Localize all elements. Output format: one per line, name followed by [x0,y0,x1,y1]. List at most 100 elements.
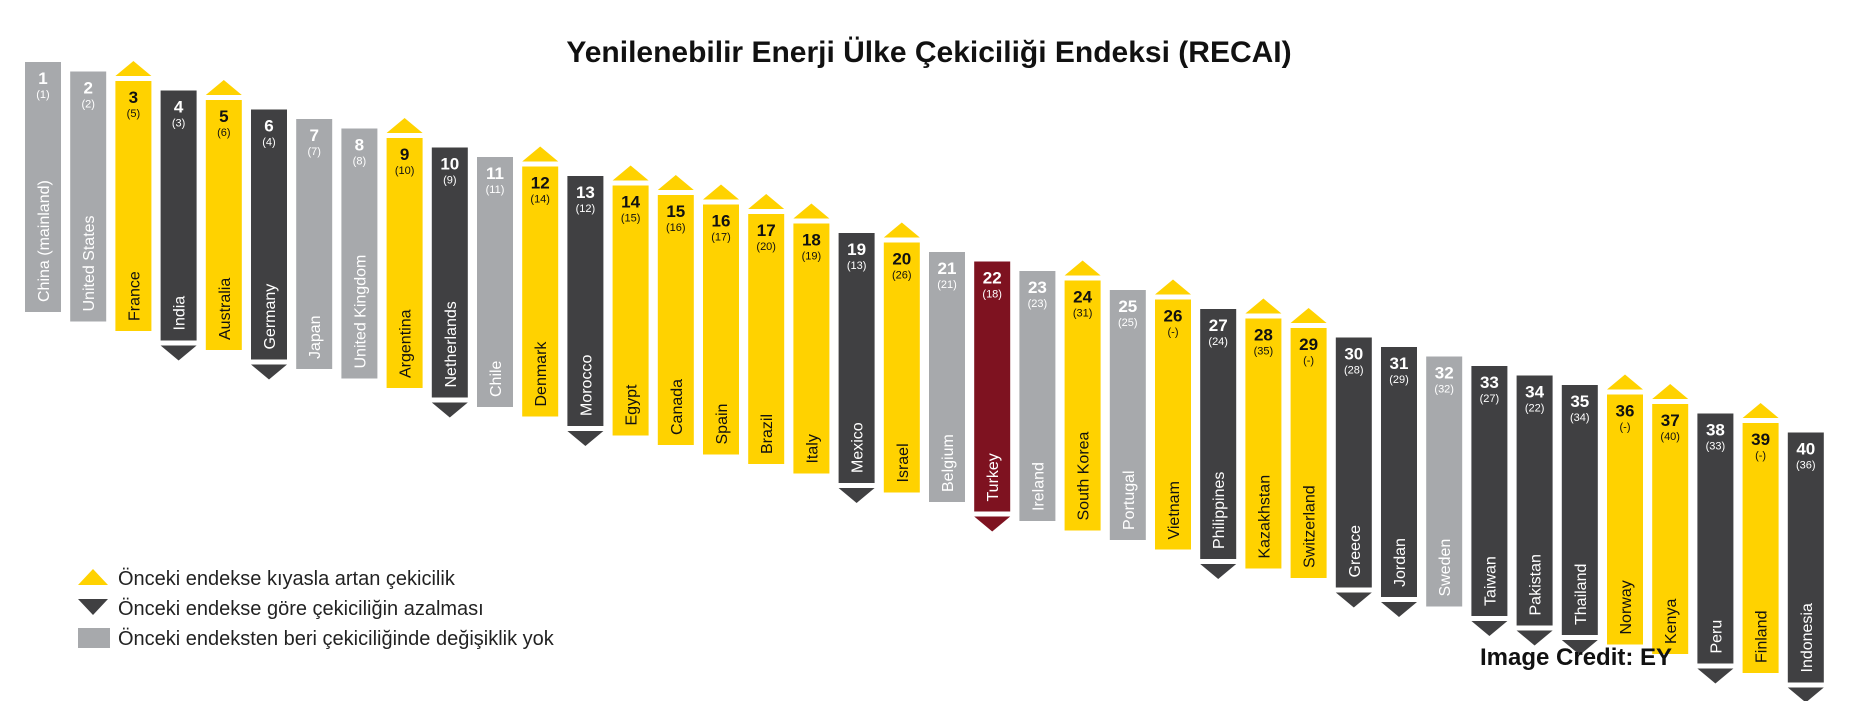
rank-label: 24 [1073,288,1092,307]
country-name: Finland [1754,611,1771,663]
rank-label: 3 [129,88,138,107]
bar-rect [838,233,875,483]
rank-label: 21 [938,259,957,278]
previous-rank-label: (17) [711,232,731,244]
country-name: France [126,271,143,321]
rank-label: 29 [1299,335,1318,354]
triangle-down-icon [1200,564,1237,579]
triangle-down-icon [251,364,287,380]
country-name: Turkey [985,453,1002,501]
country-name: India [172,296,189,331]
rank-label: 36 [1616,402,1635,421]
previous-rank-label: (28) [1344,365,1364,377]
previous-rank-label: (3) [172,118,185,130]
country-name: Egypt [624,384,641,425]
triangle-up-icon [1652,384,1689,399]
bar-rect [612,185,649,436]
country-name: Chile [488,360,505,397]
rank-label: 33 [1480,373,1499,392]
bar-rect [793,223,830,474]
triangle-up-icon [703,184,739,200]
triangle-down-icon [838,488,875,503]
previous-rank-label: (27) [1480,393,1500,405]
country-name: Germany [262,284,279,350]
country-bar-mexico: 19(13) Mexico [838,233,875,503]
previous-rank-label: (29) [1389,374,1409,386]
bar-rect [657,195,694,445]
country-name: Taiwan [1482,556,1499,606]
previous-rank-label: (1) [36,89,49,101]
rank-label: 23 [1028,278,1047,297]
rank-label: 25 [1118,297,1137,316]
triangle-up-icon [1245,298,1282,314]
country-name: Indonesia [1799,603,1816,672]
country-name: Jordan [1392,538,1409,587]
bar-rect [160,90,197,341]
bar-rect [1742,423,1779,673]
country-bar-greece: 30(28) Greece [1335,337,1372,608]
country-bar-united-states: 2(2) United States [70,71,107,322]
rank-label: 5 [219,107,228,126]
country-bar-netherlands: 10(9) Netherlands [431,147,468,418]
country-bar-japan: 7(7) Japan [296,119,333,369]
rank-label: 13 [576,183,595,202]
country-name: Switzerland [1302,485,1319,568]
country-name: Greece [1347,525,1364,578]
country-name: Canada [669,379,686,435]
rank-label: 30 [1344,345,1363,364]
country-bar-kazakhstan: 28(35) Kazakhstan [1245,298,1282,569]
triangle-up-icon [1290,308,1327,323]
previous-rank-label: (-) [1620,422,1631,434]
triangle-up-icon [1064,260,1101,276]
legend: Önceki endekse kıyasla artan çekicilik Ön… [78,568,555,650]
country-name: Vietnam [1166,481,1183,539]
bar-rect [1471,366,1508,616]
rank-label: 12 [531,174,550,193]
bar-rect [1787,432,1824,683]
country-name: Portugal [1121,470,1138,530]
country-bar-turkey: 22(18) Turkey [974,261,1011,532]
country-bar-australia: 5(6) Australia [205,80,242,350]
previous-rank-label: (6) [217,127,230,139]
bar-rect [1290,328,1327,578]
bar-rect [1019,271,1056,521]
country-name: Argentina [398,309,415,378]
country-name: Australia [217,278,234,340]
triangle-down-icon [1381,602,1417,617]
bar-rect [296,119,333,369]
previous-rank-label: (11) [486,184,505,196]
previous-rank-label: (40) [1660,431,1680,443]
country-bar-kenya: 37(40) Kenya [1652,384,1689,654]
country-bar-israel: 20(26) Israel [883,222,920,493]
country-bar-argentina: 9(10) Argentina [386,118,423,388]
country-name: Japan [307,315,324,359]
rank-label: 9 [400,145,409,164]
previous-rank-label: (15) [621,213,641,225]
previous-rank-label: (4) [262,137,275,149]
country-bar-pakistan: 34(22) Pakistan [1516,375,1553,646]
bar-rect [883,242,920,493]
rank-label: 15 [666,202,685,221]
triangle-up-icon [1155,279,1191,295]
country-name: Israel [895,443,912,482]
country-bar-denmark: 12(14) Denmark [522,146,559,417]
triangle-up-icon [657,175,694,190]
rank-label: 37 [1661,411,1680,430]
country-name: United Kingdom [352,255,369,369]
legend-item-up: Önceki endekse kıyasla artan çekicilik [78,568,456,590]
previous-rank-label: (-) [1755,450,1766,462]
previous-rank-label: (21) [937,279,957,291]
country-bar-egypt: 14(15) Egypt [612,165,649,436]
previous-rank-label: (16) [666,222,686,234]
rank-label: 31 [1390,354,1409,373]
triangle-up-icon [748,194,785,209]
country-bar-jordan: 31(29) Jordan [1381,347,1417,617]
previous-rank-label: (25) [1118,317,1138,329]
triangle-down-icon [431,402,468,418]
country-name: China (mainland) [36,180,53,302]
country-bar-france: 3(5) France [115,61,152,331]
bar-rect [1335,337,1372,588]
legend-label: Önceki endekse kıyasla artan çekicilik [118,568,456,590]
bar-rect [25,62,61,312]
